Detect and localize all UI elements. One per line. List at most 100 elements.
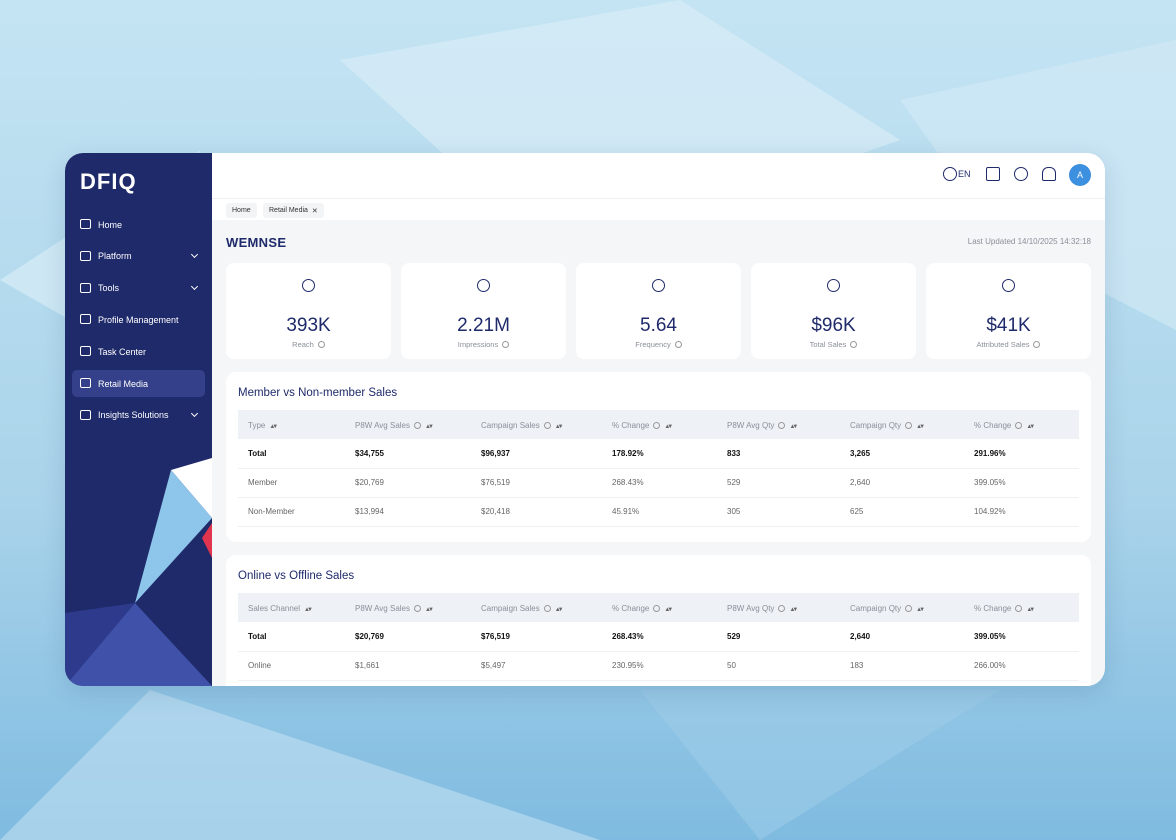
notification-icon[interactable] bbox=[1042, 167, 1056, 181]
table-cell: 399.05% bbox=[974, 478, 1006, 487]
table-cell: 833 bbox=[727, 449, 741, 458]
table-cell: Total bbox=[248, 632, 267, 641]
table-cell: 183 bbox=[850, 661, 864, 670]
sort-icon[interactable]: ▲▼ bbox=[664, 424, 673, 430]
column-header[interactable]: Campaign Sales ▲▼ bbox=[481, 421, 564, 430]
table-cell: $20,769 bbox=[355, 478, 384, 487]
help-icon[interactable] bbox=[317, 341, 325, 348]
help-icon[interactable] bbox=[502, 341, 510, 348]
column-label[interactable]: Type bbox=[248, 421, 266, 430]
close-tab[interactable]: ✕ bbox=[311, 207, 318, 215]
column-label[interactable]: P8W Avg Qty bbox=[727, 604, 775, 613]
menu-item[interactable]: Task Center bbox=[72, 338, 205, 365]
folder-icon[interactable] bbox=[986, 167, 1000, 181]
menu-item[interactable]: Home bbox=[72, 211, 205, 238]
column-header[interactable]: P8W Avg Sales ▲▼ bbox=[355, 421, 434, 430]
help-icon[interactable] bbox=[543, 605, 551, 612]
sort-icon[interactable]: ▲▼ bbox=[664, 607, 673, 613]
sort-icon[interactable]: ▲▼ bbox=[425, 424, 434, 430]
column-label[interactable]: % Change bbox=[974, 604, 1012, 613]
logo[interactable]: DFIQ bbox=[80, 169, 137, 194]
column-label[interactable]: % Change bbox=[974, 421, 1012, 430]
column-header[interactable]: Campaign Sales ▲▼ bbox=[481, 604, 564, 613]
breadcrumb[interactable]: Retail Media ✕ bbox=[263, 203, 324, 218]
menu-label: Task Center bbox=[98, 346, 147, 357]
column-label[interactable]: Campaign Qty bbox=[850, 421, 902, 430]
help-icon[interactable] bbox=[905, 422, 913, 429]
column-header[interactable]: Type ▲▼ bbox=[248, 421, 278, 430]
column-label[interactable]: Campaign Sales bbox=[481, 604, 540, 613]
help-icon[interactable] bbox=[543, 422, 551, 429]
sort-icon[interactable]: ▲▼ bbox=[269, 424, 278, 430]
column-label[interactable]: Sales Channel bbox=[248, 604, 301, 613]
column-header[interactable]: P8W Avg Sales ▲▼ bbox=[355, 604, 434, 613]
column-header[interactable]: % Change ▲▼ bbox=[974, 421, 1035, 430]
language-icon[interactable] bbox=[943, 167, 957, 181]
avatar[interactable]: A bbox=[1069, 164, 1091, 186]
column-label[interactable]: % Change bbox=[612, 604, 650, 613]
help-icon[interactable] bbox=[414, 605, 421, 612]
kpi-label: Impressions bbox=[401, 340, 566, 349]
sort-icon[interactable]: ▲▼ bbox=[554, 424, 564, 430]
help-icon[interactable] bbox=[850, 341, 858, 348]
help-icon[interactable] bbox=[905, 605, 913, 612]
kpi-card: $96K Total Sales bbox=[751, 263, 916, 359]
sort-icon[interactable]: ▲▼ bbox=[916, 424, 925, 430]
sort-icon[interactable]: ▲▼ bbox=[789, 424, 798, 430]
column-header[interactable]: Sales Channel ▲▼ bbox=[248, 604, 313, 613]
kpi-label-text: Reach bbox=[292, 340, 314, 349]
help-icon[interactable] bbox=[414, 422, 421, 429]
column-label[interactable]: P8W Avg Sales bbox=[355, 604, 410, 613]
help-icon[interactable] bbox=[1015, 605, 1023, 612]
table-cell: 2,640 bbox=[850, 478, 871, 487]
menu-item[interactable]: Profile Management bbox=[72, 306, 205, 333]
menu-item[interactable]: Tools bbox=[72, 275, 205, 302]
column-label[interactable]: P8W Avg Qty bbox=[727, 421, 775, 430]
language[interactable]: EN bbox=[958, 169, 971, 179]
table-cell: $76,519 bbox=[481, 632, 510, 641]
sort-icon[interactable]: ▲▼ bbox=[304, 607, 313, 613]
breadcrumb-label[interactable]: Retail Media bbox=[269, 207, 308, 214]
sort-icon[interactable]: ▲▼ bbox=[425, 607, 434, 613]
table-cell: 230.95% bbox=[612, 661, 644, 670]
column-header[interactable]: Campaign Qty ▲▼ bbox=[850, 421, 925, 430]
breadcrumb-label[interactable]: Home bbox=[232, 207, 251, 214]
column-header[interactable]: % Change ▲▼ bbox=[974, 604, 1035, 613]
sidebar: DFIQ Home Platform Tools Profile Management… bbox=[65, 153, 212, 686]
help-icon[interactable] bbox=[1033, 341, 1041, 348]
help-icon[interactable] bbox=[653, 422, 661, 429]
column-header[interactable]: % Change ▲▼ bbox=[612, 421, 673, 430]
expand-chevron[interactable] bbox=[190, 409, 199, 417]
help-icon[interactable] bbox=[1014, 167, 1028, 181]
sort-icon[interactable]: ▲▼ bbox=[554, 607, 564, 613]
help-icon[interactable] bbox=[1015, 422, 1023, 429]
sort-icon[interactable]: ▲▼ bbox=[916, 607, 925, 613]
column-label[interactable]: Campaign Qty bbox=[850, 604, 902, 613]
sort-icon[interactable]: ▲▼ bbox=[1026, 424, 1035, 430]
column-label[interactable]: % Change bbox=[612, 421, 650, 430]
column-header[interactable]: P8W Avg Qty ▲▼ bbox=[727, 421, 798, 430]
breadcrumb[interactable]: Home bbox=[226, 203, 257, 218]
help-icon[interactable] bbox=[653, 605, 661, 612]
help-icon[interactable] bbox=[674, 341, 682, 348]
menu-item[interactable]: Insights Solutions bbox=[72, 402, 205, 429]
menu-item[interactable]: Retail Media bbox=[72, 370, 205, 397]
table-cell: Non-Member bbox=[248, 507, 295, 516]
column-header[interactable]: Campaign Qty ▲▼ bbox=[850, 604, 925, 613]
column-label[interactable]: P8W Avg Sales bbox=[355, 421, 410, 430]
expand-chevron[interactable] bbox=[190, 282, 199, 290]
sort-icon[interactable]: ▲▼ bbox=[789, 607, 798, 613]
column-header[interactable]: % Change ▲▼ bbox=[612, 604, 673, 613]
help-icon[interactable] bbox=[778, 605, 786, 612]
menu-item[interactable]: Platform bbox=[72, 243, 205, 270]
kpi-value: 393K bbox=[286, 315, 331, 336]
column-label[interactable]: Campaign Sales bbox=[481, 421, 540, 430]
sort-icon[interactable]: ▲▼ bbox=[1026, 607, 1035, 613]
column-header[interactable]: P8W Avg Qty ▲▼ bbox=[727, 604, 798, 613]
expand-chevron[interactable] bbox=[190, 250, 199, 258]
kpi-card: $41K Attributed Sales bbox=[926, 263, 1091, 359]
table-cell: 529 bbox=[727, 632, 741, 641]
table-cell: 529 bbox=[727, 478, 741, 487]
help-icon[interactable] bbox=[778, 422, 786, 429]
